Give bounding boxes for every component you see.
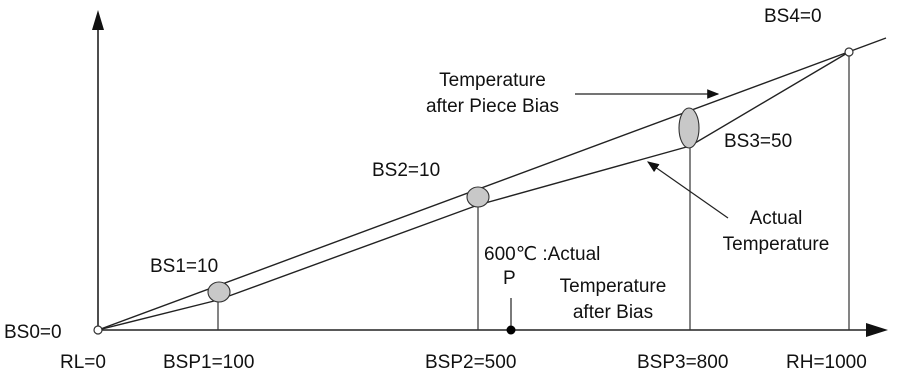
bias-ellipse-bs2 — [466, 186, 490, 208]
label-actual-temperature-line1: Actual — [749, 208, 803, 229]
label-bs1: BS1=10 — [150, 256, 219, 277]
label-bs3: BS3=50 — [724, 131, 793, 152]
label-temperature-after-piece-bias-line2: after Piece Bias — [425, 96, 560, 117]
label-bs4: BS4=0 — [764, 6, 822, 27]
note-after-bias: after Bias — [572, 302, 654, 323]
note-p: P — [503, 268, 516, 289]
x-tick-bsp2: BSP2=500 — [425, 352, 517, 373]
label-bs0: BS0=0 — [4, 322, 62, 343]
x-tick-bsp1: BSP1=100 — [163, 352, 255, 373]
x-tick-bsp3: BSP3=800 — [637, 352, 729, 373]
point-p-marker — [506, 325, 516, 335]
x-tick-rl: RL=0 — [60, 352, 106, 373]
bias-ellipse-bs3 — [678, 107, 700, 149]
label-bs2: BS2=10 — [372, 160, 441, 181]
origin-point — [93, 325, 103, 335]
temperature-after-piece-bias-line — [97, 37, 887, 331]
y-axis-arrow-icon — [92, 10, 104, 30]
note-600c-actual: 600℃ :Actual — [484, 244, 601, 265]
actual-temperature-annotation-arrow — [647, 161, 729, 219]
label-temperature-after-piece-bias-line1: Temperature — [439, 70, 546, 91]
x-axis-arrow-icon — [866, 323, 888, 337]
bs4-point — [844, 47, 854, 57]
note-temperature: Temperature — [559, 276, 667, 297]
x-tick-rh: RH=1000 — [786, 352, 867, 373]
bias-ellipse-bs1 — [207, 281, 231, 303]
label-actual-temperature-line2: Temperature — [722, 234, 830, 255]
